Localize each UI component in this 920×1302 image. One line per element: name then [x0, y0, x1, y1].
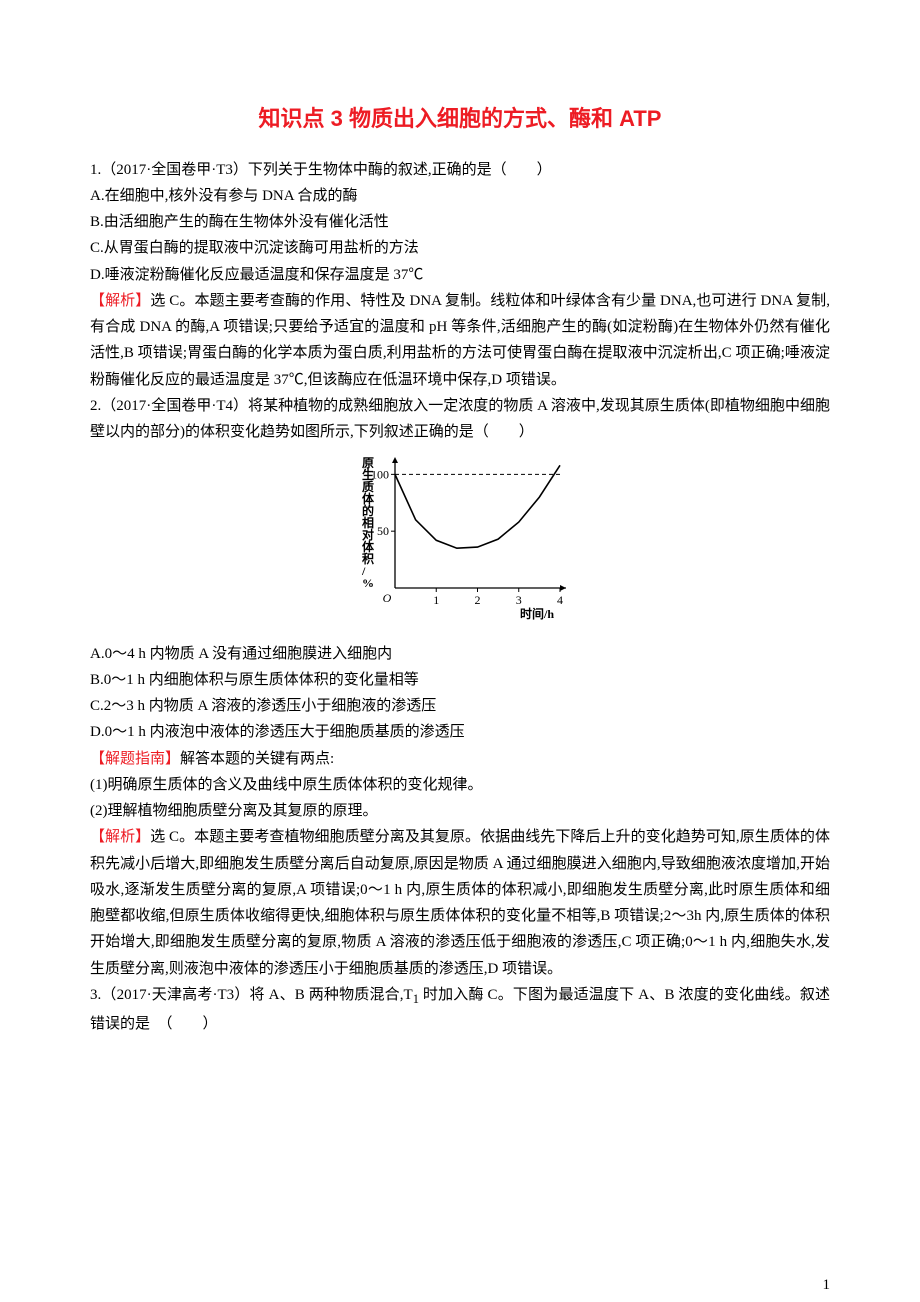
analysis-label: 【解析】 [90, 829, 150, 845]
q1-analysis: 【解析】选 C。本题主要考查酶的作用、特性及 DNA 复制。线粒体和叶绿体含有少… [90, 288, 830, 393]
q1-opt-d: D.唾液淀粉酶催化反应最适温度和保存温度是 37℃ [90, 262, 830, 288]
svg-text:50: 50 [377, 524, 389, 538]
q2-hint-text: 解答本题的关键有两点: [180, 751, 334, 767]
analysis-label: 【解析】 [90, 293, 150, 309]
q3-stem: 3.（2017·天津高考·T3）将 A、B 两种物质混合,T1 时加入酶 C。下… [90, 982, 830, 1037]
svg-text:1: 1 [433, 593, 439, 607]
hint-label: 【解题指南】 [90, 751, 180, 767]
protoplast-volume-chart: 501001234O时间/h原生质体的相对体积/% [350, 453, 570, 623]
q2-hint-1: (1)明确原生质体的含义及曲线中原生质体体积的变化规律。 [90, 772, 830, 798]
q2-analysis: 【解析】选 C。本题主要考查植物细胞质壁分离及其复原。依据曲线先下降后上升的变化… [90, 824, 830, 982]
q1-analysis-text: 选 C。本题主要考查酶的作用、特性及 DNA 复制。线粒体和叶绿体含有少量 DN… [90, 293, 830, 388]
svg-text:原生质体的相对体积/%: 原生质体的相对体积/% [361, 456, 375, 590]
svg-text:O: O [383, 591, 392, 605]
q2-chart: 501001234O时间/h原生质体的相对体积/% [90, 453, 830, 632]
q2-opt-b: B.0～1 h 内细胞体积与原生质体体积的变化量相等 [90, 667, 830, 693]
page-body: 知识点 3 物质出入细胞的方式、酶和 ATP 1.（2017·全国卷甲·T3）下… [0, 0, 920, 1237]
q1-stem: 1.（2017·全国卷甲·T3）下列关于生物体中酶的叙述,正确的是（ ） [90, 157, 830, 183]
svg-text:4: 4 [557, 593, 563, 607]
svg-text:时间/h: 时间/h [520, 606, 554, 621]
q2-opt-d: D.0～1 h 内液泡中液体的渗透压大于细胞质基质的渗透压 [90, 719, 830, 745]
q2-opt-a: A.0～4 h 内物质 A 没有通过细胞膜进入细胞内 [90, 641, 830, 667]
q2-analysis-text: 选 C。本题主要考查植物细胞质壁分离及其复原。依据曲线先下降后上升的变化趋势可知… [90, 829, 830, 976]
q1-opt-c: C.从胃蛋白酶的提取液中沉淀该酶可用盐析的方法 [90, 235, 830, 261]
q2-stem: 2.（2017·全国卷甲·T4）将某种植物的成熟细胞放入一定浓度的物质 A 溶液… [90, 393, 830, 446]
svg-text:2: 2 [475, 593, 481, 607]
svg-text:3: 3 [516, 593, 522, 607]
page-title: 知识点 3 物质出入细胞的方式、酶和 ATP [90, 100, 830, 139]
q1-opt-b: B.由活细胞产生的酶在生物体外没有催化活性 [90, 209, 830, 235]
q2-opt-c: C.2～3 h 内物质 A 溶液的渗透压小于细胞液的渗透压 [90, 693, 830, 719]
q2-hint-2: (2)理解植物细胞质壁分离及其复原的原理。 [90, 798, 830, 824]
page-number: 1 [0, 1237, 920, 1294]
q3-stem-a: 3.（2017·天津高考·T3）将 A、B 两种物质混合,T [90, 987, 413, 1003]
q1-opt-a: A.在细胞中,核外没有参与 DNA 合成的酶 [90, 183, 830, 209]
q2-hint: 【解题指南】解答本题的关键有两点: [90, 746, 830, 772]
